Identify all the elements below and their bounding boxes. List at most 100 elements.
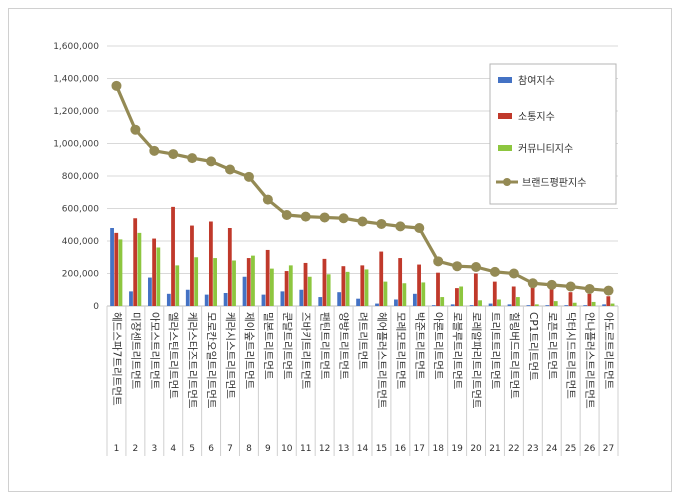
category-index-label: 15 — [376, 444, 387, 454]
bar-3-5 — [194, 257, 199, 306]
category-label: 아론트리트먼트 — [432, 312, 444, 380]
bar-1-22 — [507, 304, 512, 306]
category-index-label: 22 — [508, 444, 519, 454]
line-point-11 — [300, 211, 311, 222]
line-point-27 — [603, 285, 614, 296]
line-point-3 — [149, 145, 160, 156]
category-index-label: 8 — [246, 444, 252, 454]
bar-2-17 — [417, 264, 421, 306]
bar-2-22 — [511, 286, 516, 306]
bar-2-27 — [606, 296, 611, 306]
bar-2-8 — [246, 258, 251, 306]
bar-1-3 — [148, 277, 152, 306]
bar-1-4 — [166, 293, 171, 306]
bar-2-19 — [455, 288, 459, 306]
bar-2-13 — [341, 266, 346, 306]
line-point-19 — [452, 261, 463, 272]
bar-2-11 — [303, 262, 308, 306]
line-point-10 — [281, 210, 292, 220]
bar-3-15 — [383, 281, 388, 306]
line-point-5 — [187, 153, 198, 164]
category-label: 로픈트리트먼트 — [546, 312, 558, 380]
line-point-7 — [225, 164, 236, 175]
bar-3-11 — [307, 276, 312, 306]
bar-1-15 — [375, 303, 379, 306]
bar-3-3 — [156, 247, 161, 306]
category-index-label: 9 — [265, 444, 271, 454]
category-label: 닥터시드트리트먼트 — [565, 312, 577, 399]
bar-1-25 — [564, 305, 569, 306]
line-series — [111, 80, 614, 296]
bar-1-20 — [469, 305, 474, 306]
bar-3-12 — [326, 274, 331, 306]
line-point-14 — [357, 216, 368, 227]
bar-2-7 — [227, 228, 232, 306]
category-label: 모레모트리트먼트 — [394, 312, 406, 390]
line-point-22 — [508, 268, 519, 279]
bar-3-9 — [269, 268, 274, 306]
bar-1-8 — [242, 276, 247, 306]
category-label: 안나플러스트리트먼트 — [584, 312, 596, 409]
y-tick-label: 200,000 — [62, 270, 99, 280]
line-point-6 — [206, 156, 217, 167]
bar-2-23 — [530, 286, 535, 306]
category-label: 헤어플러스트리트먼트 — [375, 312, 388, 409]
line-point-1 — [111, 80, 122, 91]
category-label: 엘라스틴트리트먼트 — [167, 312, 180, 399]
line-point-18 — [433, 256, 444, 267]
line-point-15 — [376, 218, 387, 229]
bar-3-18 — [440, 297, 445, 306]
category-label: 밀본트리트먼트 — [262, 312, 274, 380]
category-label: 트리트트리트먼트 — [489, 312, 501, 390]
bar-1-6 — [204, 294, 209, 306]
bar-3-26 — [591, 301, 596, 306]
legend-label: 브랜드평판지수 — [522, 177, 586, 189]
category-index-label: 23 — [527, 444, 538, 454]
category-index-label: 24 — [546, 444, 558, 454]
bar-3-20 — [478, 300, 482, 306]
line-point-24 — [546, 279, 557, 290]
legend-label: 커뮤니티지수 — [518, 143, 573, 155]
bar-1-1 — [110, 228, 114, 306]
legend-swatch — [498, 113, 512, 119]
legend-label: 소통지수 — [518, 111, 555, 123]
bar-3-14 — [364, 269, 369, 306]
bar-2-15 — [379, 251, 384, 306]
bar-3-23 — [534, 304, 539, 306]
y-tick-label: 800,000 — [62, 172, 99, 182]
line-point-4 — [168, 149, 179, 160]
bar-1-24 — [545, 305, 550, 306]
y-tick-label: 1,000,000 — [53, 140, 99, 150]
category-index-label: 14 — [357, 444, 369, 454]
y-tick-label: 0 — [93, 302, 99, 312]
bar-1-21 — [488, 303, 493, 306]
y-tick-label: 1,200,000 — [53, 107, 99, 117]
bar-2-4 — [171, 206, 175, 306]
line-point-23 — [527, 278, 538, 289]
bar-3-21 — [497, 299, 501, 306]
bar-2-6 — [208, 221, 213, 306]
bar-3-2 — [137, 232, 142, 306]
bar-2-20 — [473, 273, 478, 306]
y-axis-tick-labels: 0 200,000 400,000 600,000 800,000 1,000,000 1,… — [53, 42, 99, 312]
y-tick-label: 1,400,000 — [53, 75, 99, 85]
category-label: 려트리트먼트 — [357, 312, 369, 370]
bar-series — [110, 206, 615, 306]
bar-3-8 — [251, 255, 255, 306]
bar-1-12 — [318, 297, 323, 306]
bar-1-14 — [356, 298, 360, 306]
category-label: 케라스타즈트리트먼트 — [186, 312, 198, 409]
category-index-label: 12 — [319, 444, 330, 454]
bar-1-18 — [431, 305, 436, 306]
bar-1-23 — [526, 305, 531, 306]
bar-1-5 — [185, 289, 190, 306]
bar-2-25 — [568, 292, 573, 306]
x-axis-index-labels: 1 2 3 4 5 6 7 8 9 10 11 12 13 14 15 16 17 18 19 20 21 22 23 24 2… — [106, 306, 619, 456]
bar-3-27 — [610, 303, 615, 306]
line-point-17 — [414, 223, 425, 233]
bar-2-21 — [492, 281, 497, 306]
category-index-label: 13 — [338, 444, 349, 454]
bar-1-19 — [450, 304, 455, 306]
